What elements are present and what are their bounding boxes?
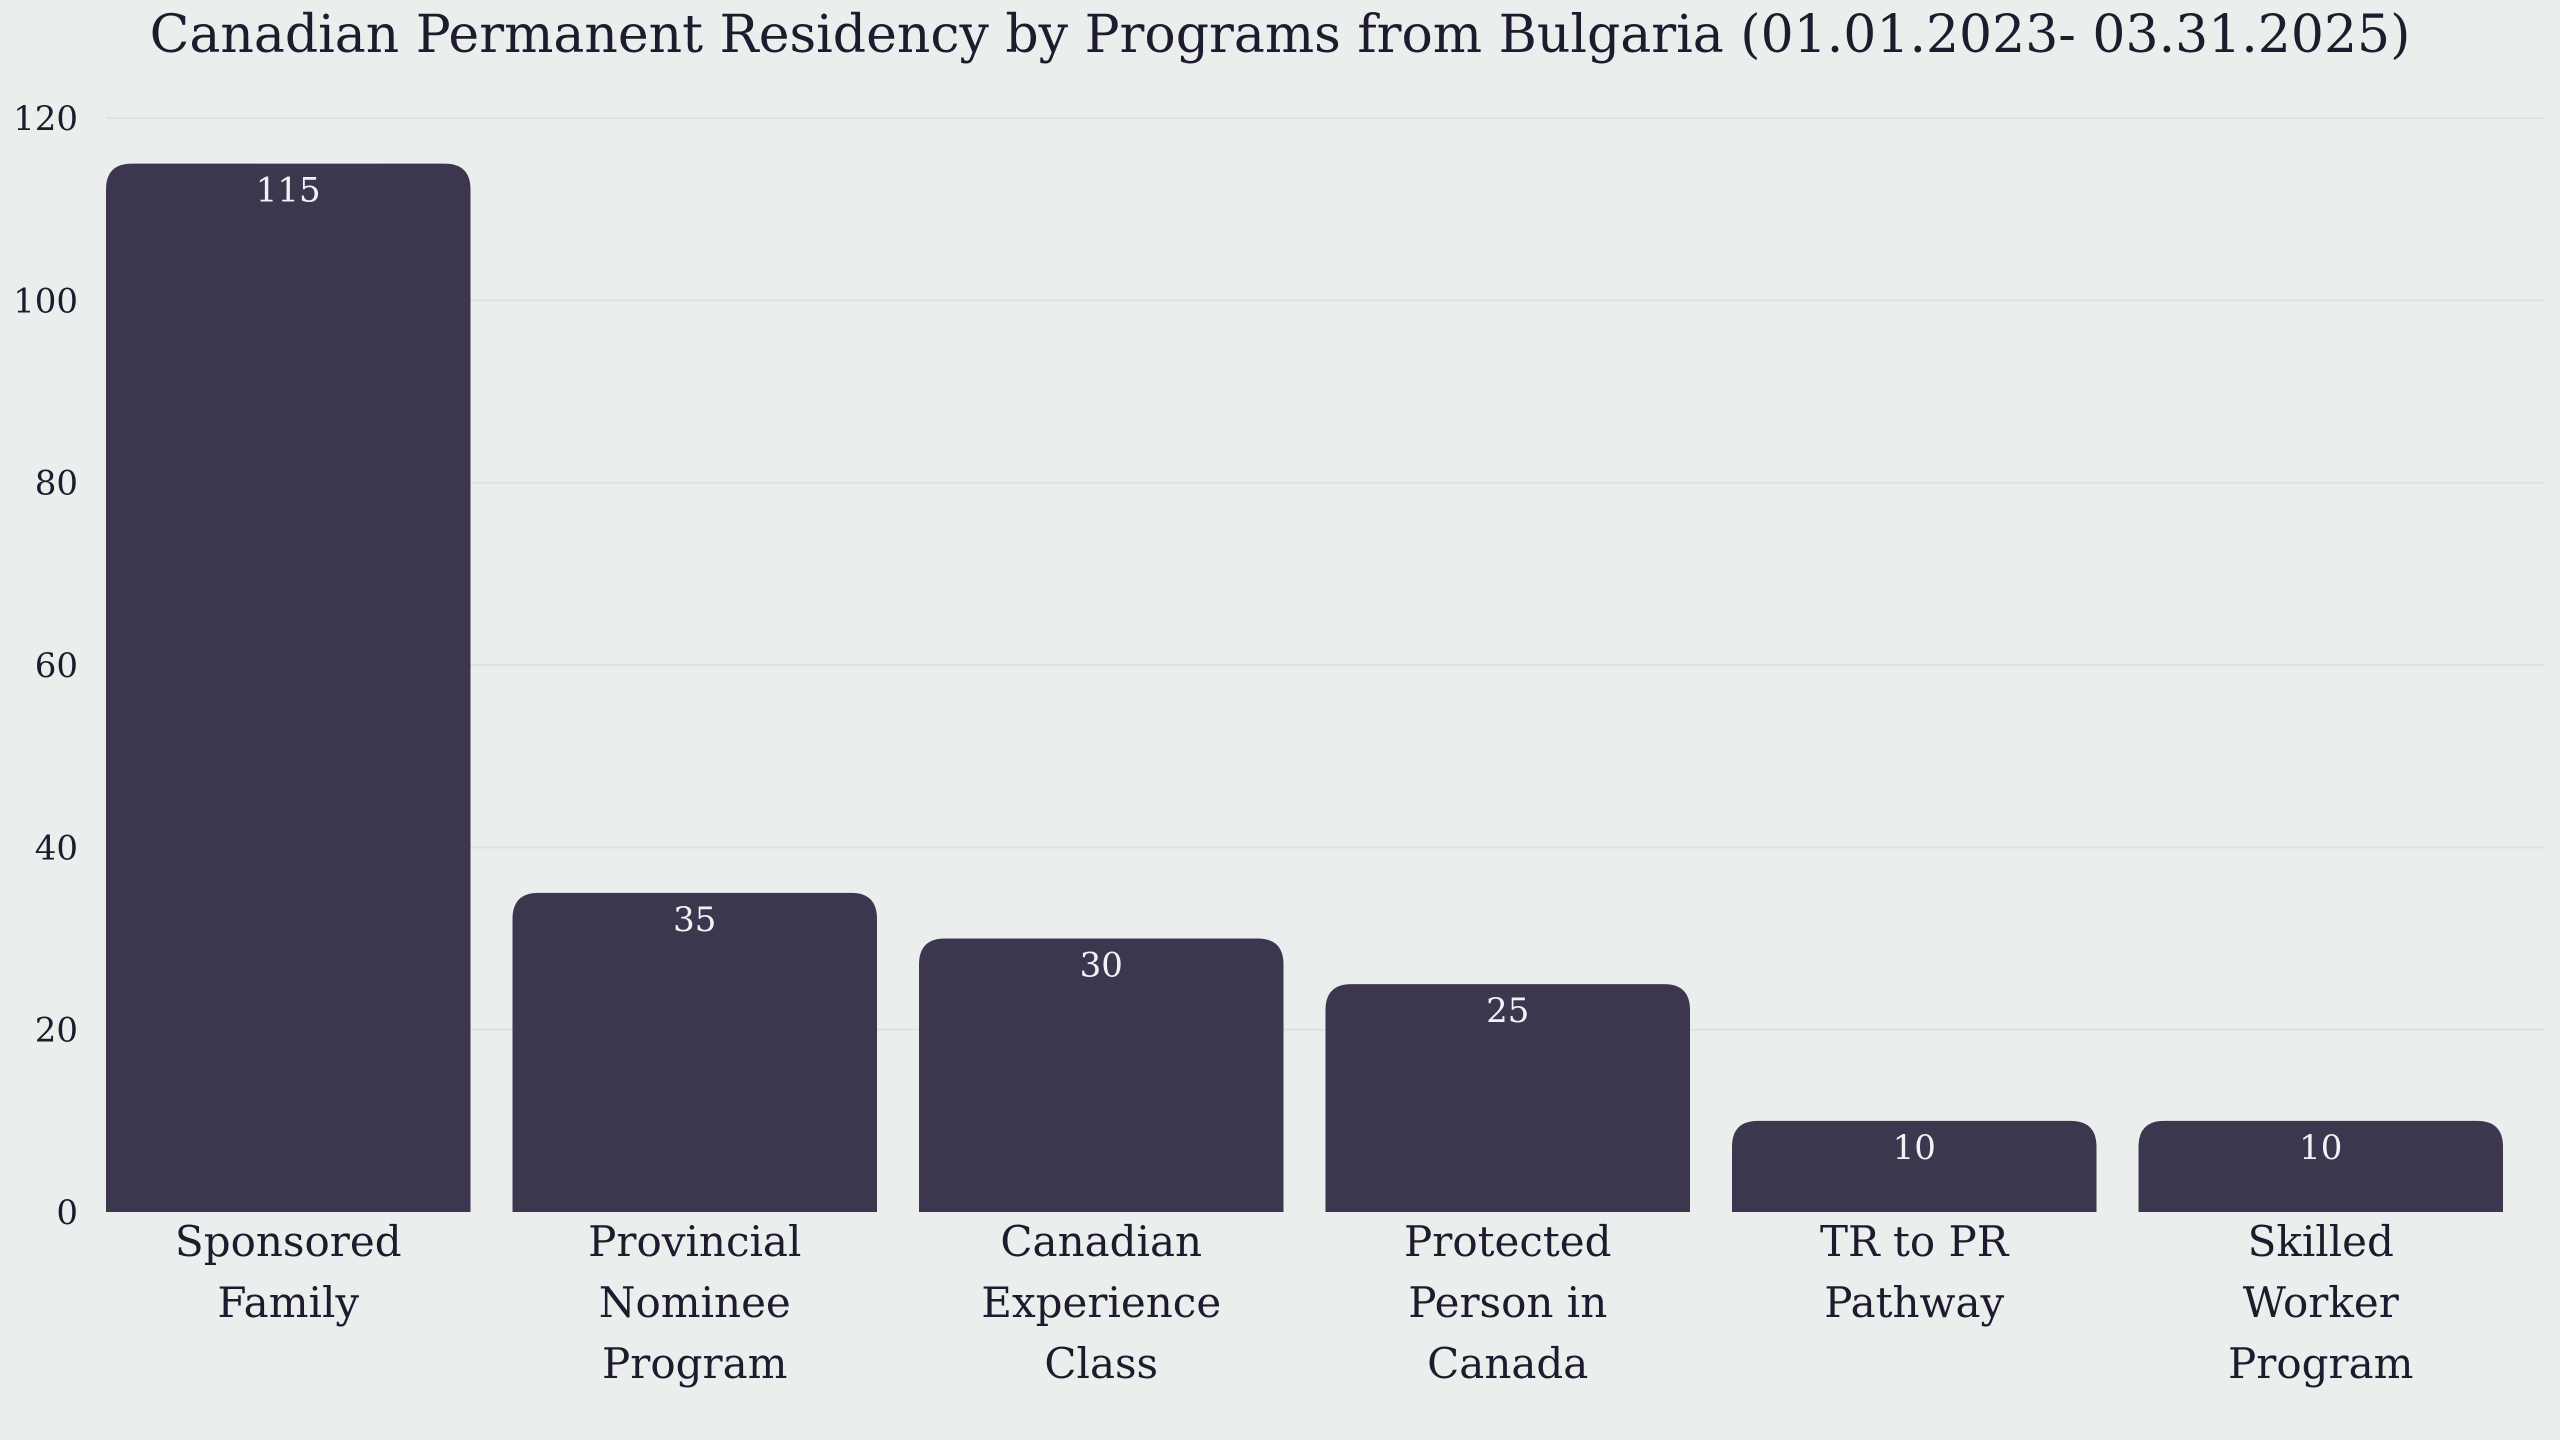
x-tick-label-line: Program — [602, 1339, 787, 1388]
data-label: 35 — [673, 900, 716, 940]
bars: 115 35 30 25 10 10 — [106, 163, 2503, 1212]
x-tick-label: Canadian Experience Class — [981, 1217, 1221, 1388]
data-label: 10 — [2299, 1128, 2342, 1168]
x-tick-label: Sponsored Family — [175, 1217, 402, 1327]
x-tick-label: Protected Person in Canada — [1404, 1217, 1612, 1388]
x-tick-label-line: Pathway — [1824, 1278, 2004, 1327]
chart-title: Canadian Permanent Residency by Programs… — [150, 5, 2411, 65]
x-tick-label: TR to PR Pathway — [1820, 1217, 2010, 1327]
bar — [1325, 984, 1690, 1212]
x-tick-label-line: Worker — [2243, 1278, 2400, 1327]
x-tick-label-line: Family — [217, 1278, 359, 1327]
data-label: 115 — [256, 171, 321, 211]
x-tick-label: Provincial Nominee Program — [588, 1217, 801, 1388]
x-tick-label-line: Provincial — [588, 1217, 801, 1266]
x-tick-label-line: Sponsored — [175, 1217, 402, 1266]
x-tick-label-line: Class — [1044, 1339, 1158, 1388]
x-tick-label-line: Program — [2228, 1339, 2413, 1388]
y-tick-label: 100 — [13, 281, 78, 321]
y-axis: 0 20 40 60 80 100 120 — [13, 99, 78, 1233]
data-label: 25 — [1486, 991, 1529, 1031]
bar — [512, 892, 877, 1212]
x-tick-label-line: TR to PR — [1820, 1217, 2010, 1266]
data-label: 10 — [1893, 1128, 1936, 1168]
x-tick-label-line: Skilled — [2248, 1217, 2394, 1266]
y-tick-label: 40 — [35, 828, 78, 868]
bar — [2138, 1120, 2503, 1212]
x-tick-label-line: Experience — [981, 1278, 1221, 1327]
x-tick-label: Skilled Worker Program — [2228, 1217, 2413, 1388]
y-tick-label: 80 — [35, 464, 78, 504]
x-tick-label-line: Canada — [1427, 1339, 1588, 1388]
gridlines — [106, 117, 2545, 1031]
x-tick-label-line: Protected — [1404, 1217, 1612, 1266]
bar — [106, 163, 471, 1212]
y-tick-label: 60 — [35, 646, 78, 686]
x-tick-label-line: Nominee — [599, 1278, 791, 1327]
x-tick-label-line: Canadian — [1000, 1217, 1202, 1266]
data-label: 30 — [1080, 946, 1123, 986]
bar — [1732, 1120, 2097, 1212]
y-tick-label: 20 — [35, 1011, 78, 1051]
y-tick-label: 120 — [13, 99, 78, 139]
x-tick-label-line: Person in — [1408, 1278, 1607, 1327]
y-tick-label: 0 — [56, 1193, 78, 1233]
x-axis: Sponsored Family Provincial Nominee Program C… — [175, 1217, 2414, 1388]
bar — [919, 938, 1284, 1212]
